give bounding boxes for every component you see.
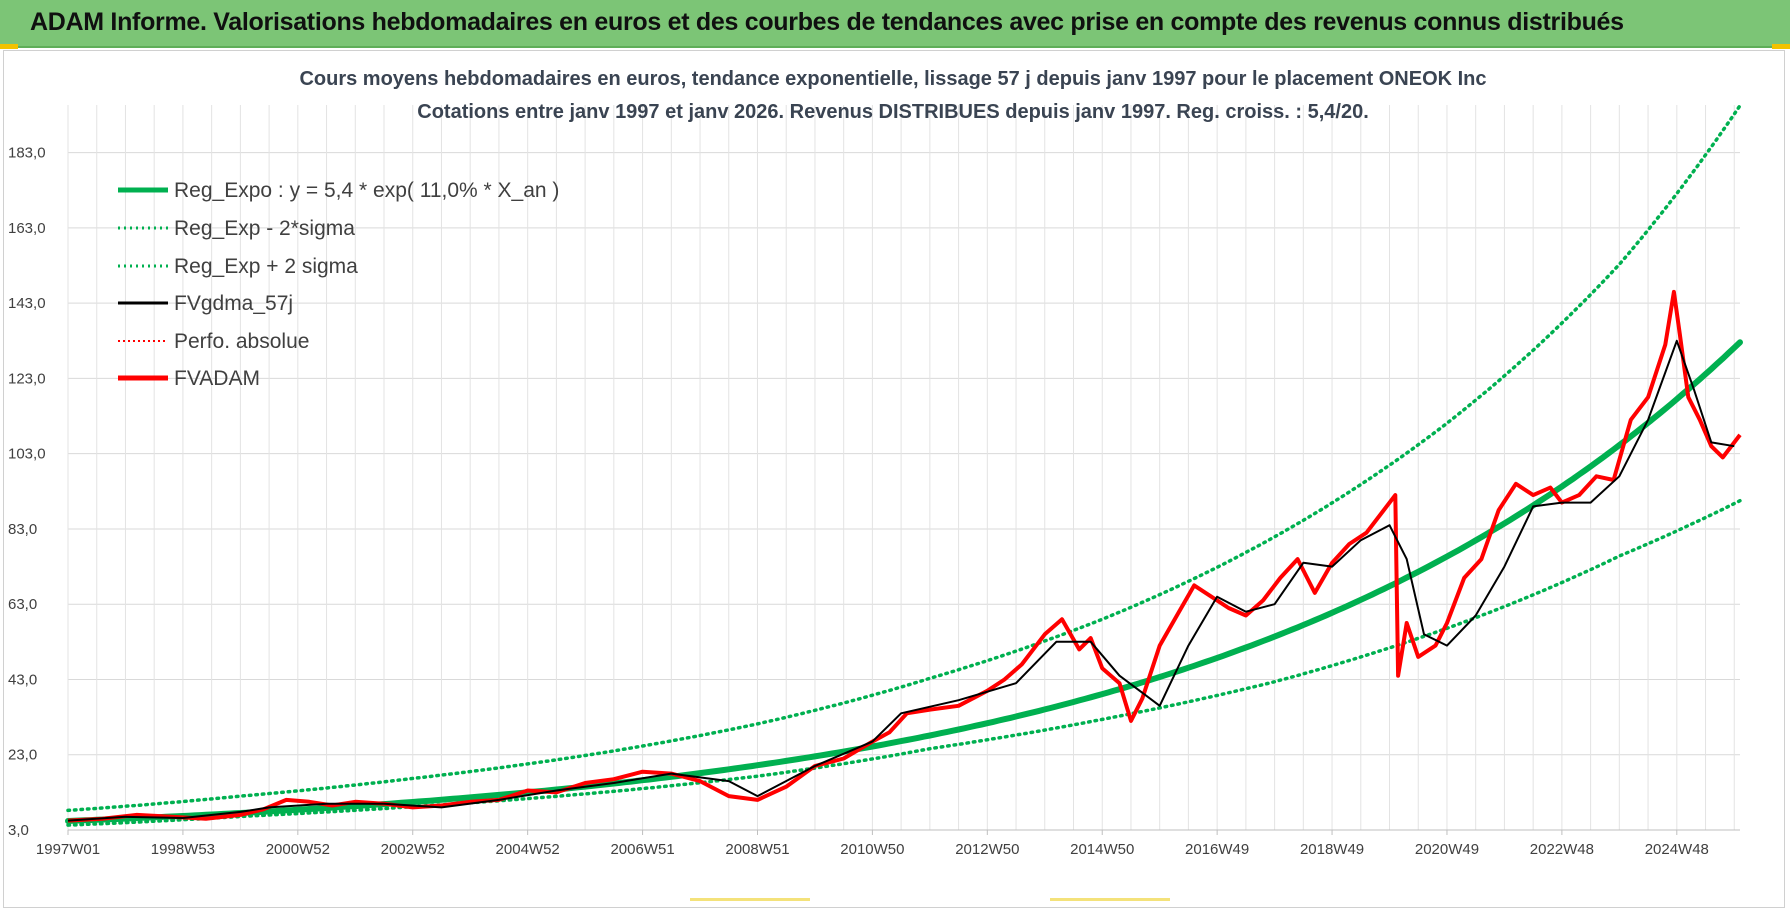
x-tick-label: 2006W51 — [610, 841, 674, 858]
report-title: ADAM Informe. Valorisations hebdomadaire… — [30, 8, 1624, 36]
y-tick-label: 63,0 — [8, 596, 37, 613]
series-reg-plus-2sigma — [66, 103, 1742, 813]
x-tick-label: 2020W49 — [1415, 841, 1479, 858]
series-fvadam — [67, 289, 1742, 823]
x-tick-label: 2016W49 — [1185, 841, 1249, 858]
y-tick-label: 103,0 — [8, 446, 46, 463]
y-tick-label: 23,0 — [8, 747, 37, 764]
x-tick-label: 2022W48 — [1530, 841, 1594, 858]
chart-grid — [67, 105, 1740, 831]
x-tick-label: 2012W50 — [955, 841, 1019, 858]
legend-label-reg-minus: Reg_Exp - 2*sigma — [174, 217, 355, 240]
corner-marker-right — [1772, 44, 1790, 49]
header-band: ADAM Informe. Valorisations hebdomadaire… — [0, 0, 1790, 48]
legend-label-fvadam: FVADAM — [174, 367, 260, 390]
x-tick-label: 2000W52 — [266, 841, 330, 858]
y-tick-label: 143,0 — [8, 295, 46, 312]
chart-subtitle: Cotations entre janv 1997 et janv 2026. … — [417, 101, 1369, 123]
y-tick-label: 163,0 — [8, 220, 46, 237]
legend-label-perfo: Perfo. absolue — [174, 330, 309, 353]
corner-marker-left — [0, 44, 18, 49]
x-tick-label: 2024W48 — [1645, 841, 1709, 858]
x-tick-label: 2004W52 — [496, 841, 560, 858]
chart-series — [65, 103, 1743, 827]
y-tick-label: 3,0 — [8, 822, 29, 839]
y-tick-label: 43,0 — [8, 671, 37, 688]
series-reg-minus-2sigma — [66, 498, 1742, 827]
y-axis-ticks: 3,0 23,0 43,0 63,0 83,0 103,0 123,0 143,0 163,0 1… — [8, 145, 46, 839]
legend-label-fvgdma: FVgdma_57j — [174, 292, 293, 315]
chart-frame — [3, 50, 1785, 908]
x-tick-label: 2014W50 — [1070, 841, 1134, 858]
x-tick-label: 2002W52 — [381, 841, 445, 858]
x-tick-label: 2010W50 — [840, 841, 904, 858]
bottom-marker — [1050, 898, 1170, 901]
series-reg-expo — [65, 339, 1743, 824]
x-tick-label: 1997W01 — [36, 841, 100, 858]
x-axis-ticks: 1997W01 1998W53 2000W52 2002W52 2004W52 2006W… — [36, 830, 1709, 858]
bottom-marker — [690, 898, 810, 901]
chart-legend: Reg_Expo : y = 5,4 * exp( 11,0% * X_an )… — [118, 179, 559, 390]
x-tick-label: 2008W51 — [725, 841, 789, 858]
chart-svg: Cours moyens hebdomadaires en euros, ten… — [8, 68, 1743, 858]
series-fvgdma-57j — [67, 339, 1735, 822]
y-tick-label: 183,0 — [8, 145, 46, 162]
chart-title: Cours moyens hebdomadaires en euros, ten… — [299, 68, 1486, 90]
x-tick-label: 1998W53 — [151, 841, 215, 858]
legend-label-reg-expo: Reg_Expo : y = 5,4 * exp( 11,0% * X_an ) — [174, 179, 559, 202]
legend-label-reg-plus: Reg_Exp + 2 sigma — [174, 255, 358, 278]
y-tick-label: 123,0 — [8, 370, 46, 387]
x-tick-label: 2018W49 — [1300, 841, 1364, 858]
y-tick-label: 83,0 — [8, 521, 37, 538]
